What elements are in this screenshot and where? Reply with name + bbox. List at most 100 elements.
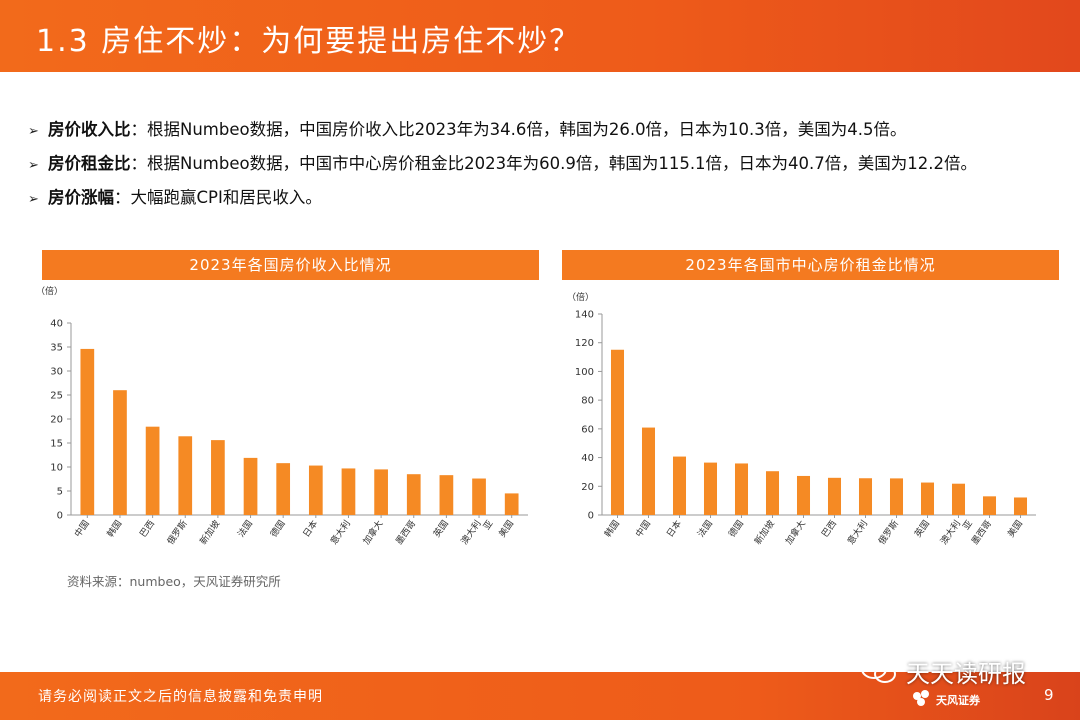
bar bbox=[920, 482, 935, 515]
bar bbox=[504, 493, 519, 515]
page-title: 1.3 房住不炒：为何要提出房住不炒？ bbox=[36, 24, 582, 59]
y-tick-label: 35 bbox=[50, 343, 63, 354]
arrow-bullet-icon: ➢ bbox=[28, 124, 39, 139]
y-tick-label: 40 bbox=[581, 453, 594, 464]
bar bbox=[80, 348, 95, 515]
bar bbox=[610, 349, 625, 515]
y-unit-label: （倍） bbox=[36, 285, 63, 297]
bar bbox=[889, 478, 904, 515]
x-category-label: 法国 bbox=[695, 518, 715, 540]
bullet-item: ➢ 房价收入比：根据Numbeo数据，中国房价收入比2023年为34.6倍，韩国为… bbox=[28, 116, 977, 150]
y-tick-label: 0 bbox=[588, 511, 594, 522]
bullet-list: ➢ 房价收入比：根据Numbeo数据，中国房价收入比2023年为34.6倍，韩国为… bbox=[28, 116, 977, 218]
x-category-label: 巴西 bbox=[138, 518, 157, 539]
bar bbox=[243, 457, 258, 515]
watermark: 天天读研报 bbox=[860, 654, 1026, 688]
x-category-label: 韩国 bbox=[104, 518, 124, 540]
x-category-label: 亚 bbox=[481, 518, 495, 532]
chart-title-rent-ratio: 2023年各国市中心房价租金比情况 bbox=[562, 250, 1059, 280]
y-tick-label: 120 bbox=[575, 338, 594, 349]
x-category-label: 亚 bbox=[961, 518, 975, 532]
brand-name: 天风证券 bbox=[936, 694, 980, 707]
x-category-label: 意大利 bbox=[845, 518, 870, 547]
bar bbox=[734, 463, 749, 515]
x-category-label: 澳大利 bbox=[938, 518, 963, 547]
x-category-label: 俄罗斯 bbox=[876, 518, 901, 547]
x-category-label: 巴西 bbox=[820, 518, 839, 539]
bar bbox=[1013, 497, 1028, 515]
y-tick-label: 30 bbox=[50, 367, 63, 378]
x-category-label: 德国 bbox=[726, 518, 746, 540]
wechat-icon bbox=[861, 659, 896, 683]
x-category-label: 澳大利 bbox=[458, 518, 483, 547]
y-tick-label: 80 bbox=[581, 396, 594, 407]
y-tick-label: 20 bbox=[50, 415, 63, 426]
bar bbox=[439, 475, 454, 515]
bullet-item: ➢ 房价租金比：根据Numbeo数据，中国市中心房价租金比2023年为60.9倍，… bbox=[28, 150, 977, 184]
bar bbox=[374, 469, 388, 515]
y-tick-label: 0 bbox=[57, 511, 63, 522]
watermark-text: 天天读研报 bbox=[906, 659, 1026, 688]
x-category-label: 日本 bbox=[300, 518, 320, 540]
bar bbox=[178, 436, 193, 515]
y-tick-label: 15 bbox=[50, 439, 63, 450]
bar bbox=[341, 468, 356, 515]
x-category-label: 意大利 bbox=[328, 518, 353, 547]
bar bbox=[796, 475, 811, 515]
x-category-label: 中国 bbox=[72, 518, 92, 540]
x-category-label: 新加坡 bbox=[752, 518, 777, 547]
x-category-label: 法国 bbox=[235, 518, 255, 540]
bar bbox=[858, 478, 873, 515]
y-tick-label: 20 bbox=[581, 482, 594, 493]
y-tick-label: 40 bbox=[50, 319, 63, 330]
x-category-label: 新加坡 bbox=[197, 518, 222, 547]
bullet-item: ➢ 房价涨幅：大幅跑赢CPI和居民收入。 bbox=[28, 184, 977, 218]
y-tick-label: 100 bbox=[575, 367, 594, 378]
x-category-label: 墨西哥 bbox=[969, 518, 994, 546]
arrow-bullet-icon: ➢ bbox=[28, 192, 39, 207]
bullet-label: 房价收入比 bbox=[48, 120, 131, 139]
x-category-label: 墨西哥 bbox=[394, 518, 419, 546]
bullet-text: ：根据Numbeo数据，中国房价收入比2023年为34.6倍，韩国为26.0倍，… bbox=[130, 120, 907, 139]
page-number: 9 bbox=[1044, 686, 1054, 704]
x-category-label: 英国 bbox=[431, 518, 451, 540]
x-category-label: 加拿大 bbox=[783, 518, 808, 547]
footer-bar: 请务必阅读正文之后的信息披露和免责申明 天风证券 9 bbox=[0, 672, 1080, 720]
bar bbox=[308, 465, 323, 515]
bar bbox=[113, 390, 127, 515]
x-category-label: 美国 bbox=[496, 518, 516, 540]
bar bbox=[951, 483, 966, 515]
bar bbox=[276, 463, 291, 515]
x-category-label: 加拿大 bbox=[360, 518, 385, 547]
header-bar: 1.3 房住不炒：为何要提出房住不炒？ bbox=[0, 0, 1080, 72]
bar bbox=[472, 478, 486, 515]
x-category-label: 德国 bbox=[267, 518, 287, 540]
bar bbox=[641, 427, 656, 515]
x-category-label: 美国 bbox=[1005, 518, 1025, 540]
x-category-label: 韩国 bbox=[602, 518, 622, 540]
bar bbox=[765, 471, 780, 515]
arrow-bullet-icon: ➢ bbox=[28, 158, 39, 173]
disclaimer-text: 请务必阅读正文之后的信息披露和免责申明 bbox=[38, 689, 323, 705]
bar bbox=[145, 426, 160, 515]
bullet-label: 房价租金比 bbox=[48, 154, 131, 173]
y-tick-label: 10 bbox=[50, 463, 63, 474]
x-category-label: 日本 bbox=[664, 518, 684, 540]
bar bbox=[982, 496, 997, 515]
y-tick-label: 140 bbox=[575, 310, 594, 321]
chart-title-income-ratio: 2023年各国房价收入比情况 bbox=[42, 250, 539, 280]
x-category-label: 中国 bbox=[633, 518, 653, 540]
y-tick-label: 60 bbox=[581, 424, 594, 435]
bullet-label: 房价涨幅 bbox=[48, 188, 114, 207]
bar bbox=[703, 462, 718, 515]
x-category-label: 俄罗斯 bbox=[164, 518, 189, 547]
y-tick-label: 25 bbox=[50, 391, 63, 402]
source-note: 资料来源：numbeo，天风证券研究所 bbox=[67, 574, 281, 589]
y-tick-label: 5 bbox=[57, 487, 63, 498]
bullet-text: ：根据Numbeo数据，中国市中心房价租金比2023年为60.9倍，韩国为115… bbox=[130, 154, 978, 173]
brand-logo-icon bbox=[913, 690, 929, 706]
bullet-text: ：大幅跑赢CPI和居民收入。 bbox=[114, 188, 322, 207]
y-unit-label: （倍） bbox=[567, 291, 594, 303]
x-category-label: 英国 bbox=[912, 518, 932, 540]
